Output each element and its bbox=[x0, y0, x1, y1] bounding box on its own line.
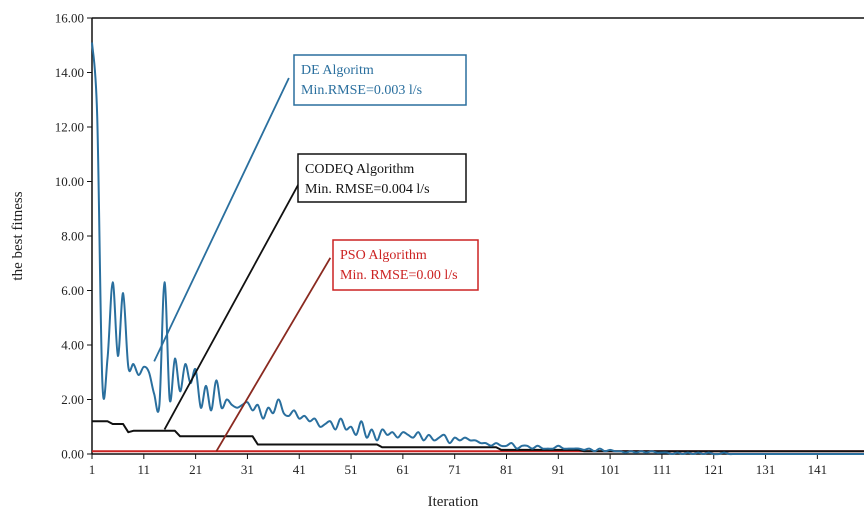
y-axis-label: the best fitness bbox=[10, 191, 26, 280]
x-tick-label: 31 bbox=[241, 462, 254, 477]
annotation-text: CODEQ Algorithm bbox=[305, 162, 414, 177]
x-tick-label: 11 bbox=[138, 462, 151, 477]
x-tick-label: 141 bbox=[808, 462, 828, 477]
x-tick-label: 21 bbox=[189, 462, 202, 477]
annotation-text: DE Algoritm bbox=[301, 63, 374, 78]
y-tick-label: 14.00 bbox=[55, 65, 84, 80]
x-axis-label: Iteration bbox=[428, 494, 479, 510]
y-tick-label: 2.00 bbox=[61, 392, 84, 407]
annotation-leader-line bbox=[153, 77, 290, 362]
x-tick-label: 81 bbox=[500, 462, 513, 477]
series-line-codeq-algorithm bbox=[92, 420, 864, 453]
annotation-leader-line bbox=[215, 257, 332, 452]
y-tick-label: 0.00 bbox=[61, 447, 84, 462]
annotation-box bbox=[332, 239, 479, 291]
x-tick-label: 71 bbox=[448, 462, 461, 477]
x-tick-label: 61 bbox=[396, 462, 409, 477]
x-tick-label: 51 bbox=[345, 462, 358, 477]
y-tick-label: 4.00 bbox=[61, 338, 84, 353]
y-tick-label: 10.00 bbox=[55, 174, 84, 189]
x-tick-label: 91 bbox=[552, 462, 565, 477]
y-tick-label: 6.00 bbox=[61, 283, 84, 298]
annotation-text: Min. RMSE=0.004 l/s bbox=[305, 182, 430, 197]
annotation-leader-line bbox=[163, 172, 306, 430]
annotation-text: Min. RMSE=0.00 l/s bbox=[340, 268, 458, 283]
x-tick-label: 131 bbox=[756, 462, 776, 477]
x-tick-label: 121 bbox=[704, 462, 724, 477]
y-tick-label: 12.00 bbox=[55, 120, 84, 135]
x-tick-label: 111 bbox=[653, 462, 672, 477]
y-tick-label: 8.00 bbox=[61, 229, 84, 244]
x-tick-label: 1 bbox=[89, 462, 96, 477]
series-line-de-algoritm bbox=[91, 42, 864, 456]
x-tick-label: 41 bbox=[293, 462, 306, 477]
annotation-box bbox=[293, 54, 467, 106]
annotation-text: Min.RMSE=0.003 l/s bbox=[301, 83, 422, 98]
x-tick-label: 101 bbox=[600, 462, 620, 477]
annotation-box bbox=[297, 153, 467, 203]
annotation-text: PSO Algorithm bbox=[340, 248, 427, 263]
y-tick-label: 16.00 bbox=[55, 11, 84, 26]
